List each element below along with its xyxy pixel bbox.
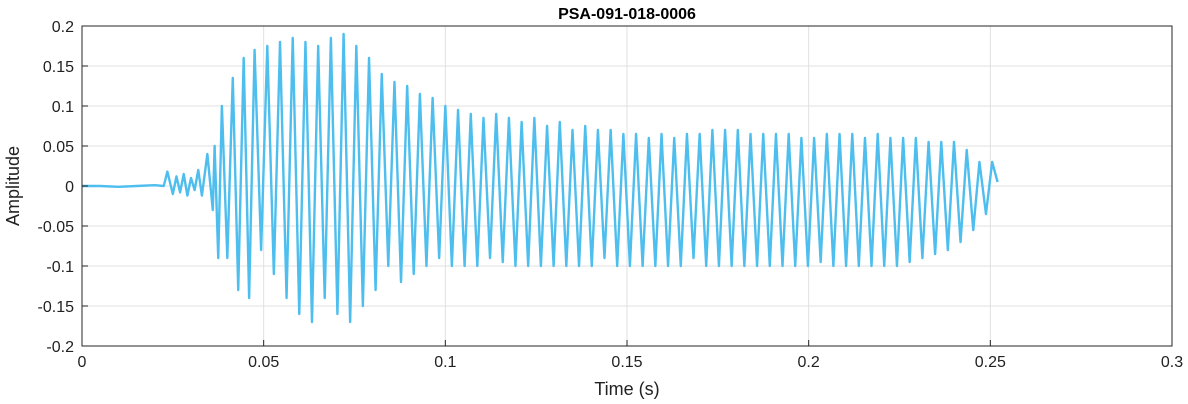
y-tick-label: -0.2 (46, 339, 74, 356)
x-tick-label: 0 (78, 354, 87, 371)
y-tick-label: -0.15 (38, 299, 75, 316)
chart-title: PSA-091-018-0006 (558, 6, 696, 23)
y-tick-label: 0.1 (52, 99, 74, 116)
x-tick-label: 0.15 (611, 354, 642, 371)
x-tick-label: 0.2 (798, 354, 820, 371)
x-tick-label: 0.1 (434, 354, 456, 371)
x-tick-labels: 0 0.05 0.1 0.15 0.2 0.25 0.3 (78, 340, 1183, 371)
y-tick-label: -0.05 (38, 219, 75, 236)
x-axis-label: Time (s) (594, 379, 659, 399)
y-axis-label: Amplitude (3, 146, 23, 226)
y-tick-labels: -0.2 -0.15 -0.1 -0.05 0 0.05 0.1 0.15 0.2 (38, 19, 88, 356)
x-tick-label: 0.3 (1161, 354, 1183, 371)
x-tick-label: 0.05 (248, 354, 279, 371)
waveform-series-line (82, 32, 999, 324)
y-tick-label: -0.1 (46, 259, 74, 276)
y-tick-label: 0.05 (43, 139, 74, 156)
y-tick-label: 0 (65, 179, 74, 196)
y-tick-label: 0.2 (52, 19, 74, 36)
series-layer (82, 32, 999, 324)
y-tick-label: 0.15 (43, 59, 74, 76)
x-tick-label: 0.25 (975, 354, 1006, 371)
